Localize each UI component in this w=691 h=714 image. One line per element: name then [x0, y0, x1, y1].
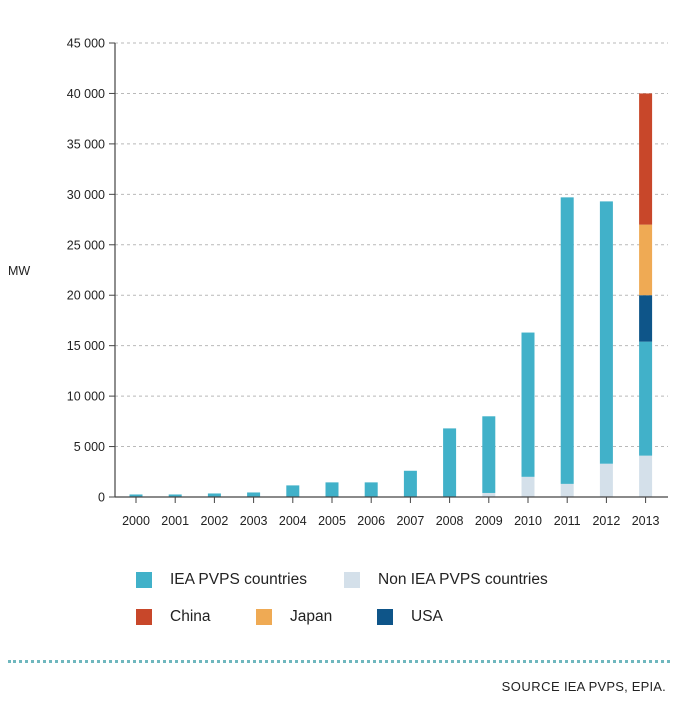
bar-usa-2013 [639, 295, 653, 342]
y-tick-label: 15 000 [67, 339, 105, 353]
legend-label-iea-pvps: IEA PVPS countries [170, 571, 307, 588]
y-tick-label: 0 [98, 491, 105, 505]
source-key: SOURCE [501, 679, 561, 694]
x-tick-label: 2001 [161, 514, 189, 528]
x-tick-label: 2006 [357, 514, 385, 528]
y-tick-label: 40 000 [67, 87, 105, 101]
y-tick-label: 20 000 [67, 289, 105, 303]
source-note: SOURCE IEA PVPS, EPIA. [502, 679, 666, 694]
legend-swatch-non-iea-pvps [344, 572, 360, 588]
bar-non-iea-2011 [560, 483, 574, 497]
bar-non-iea-2009 [482, 492, 496, 497]
x-tick-label: 2003 [240, 514, 268, 528]
bar-iea-2008 [443, 428, 457, 497]
bar-iea-2007 [403, 470, 417, 497]
source-text: IEA PVPS, EPIA. [564, 679, 666, 694]
legend-item-non-iea-pvps: Non IEA PVPS countries [344, 571, 548, 589]
x-tick-label: 2012 [592, 514, 620, 528]
bar-iea-2011 [560, 197, 574, 484]
legend-item-usa: USA [377, 608, 443, 626]
bar-iea-2001 [168, 494, 182, 497]
y-tick-label: 30 000 [67, 188, 105, 202]
x-tick-label: 2004 [279, 514, 307, 528]
bar-iea-2009 [482, 416, 496, 493]
bar-iea-2003 [247, 492, 261, 497]
legend-label-non-iea-pvps: Non IEA PVPS countries [378, 571, 548, 588]
legend-item-china: China [136, 608, 211, 626]
bar-iea-2000 [129, 494, 143, 497]
bar-non-iea-2013 [639, 455, 653, 497]
legend-label-japan: Japan [290, 608, 333, 625]
x-tick-label: 2010 [514, 514, 542, 528]
stacked-bar-chart: 0 5 000 10 000 15 000 20 000 25 000 30 000 35 0… [8, 37, 668, 528]
x-tick-label: 2009 [475, 514, 503, 528]
legend-swatch-iea-pvps [136, 572, 152, 588]
legend-item-japan: Japan [256, 608, 332, 626]
y-tick-label: 5 000 [74, 440, 105, 454]
bar-iea-2002 [207, 493, 221, 497]
legend-item-iea-pvps: IEA PVPS countries [136, 571, 307, 589]
x-tick-label: 2005 [318, 514, 346, 528]
y-tick-label: 10 000 [67, 390, 105, 404]
x-tick-label: 2011 [554, 514, 581, 528]
legend-label-usa: USA [411, 608, 443, 625]
bar-iea-2010 [521, 332, 535, 477]
x-tick-label: 2013 [632, 514, 660, 528]
bar-non-iea-2010 [521, 476, 535, 497]
bar-iea-2006 [364, 482, 378, 497]
bars [129, 93, 653, 497]
bar-iea-2013 [639, 341, 653, 456]
bar-non-iea-2012 [599, 463, 613, 497]
legend-swatch-japan [256, 609, 272, 625]
dotted-divider [8, 660, 670, 663]
y-axis-unit-label: MW [8, 264, 30, 278]
x-tick-label: 2008 [436, 514, 464, 528]
x-tick-label: 2000 [122, 514, 150, 528]
bar-iea-2004 [286, 485, 300, 497]
y-tick-label: 35 000 [67, 137, 105, 151]
legend-swatch-china [136, 609, 152, 625]
gridlines [115, 42, 668, 448]
y-tick-label: 45 000 [67, 37, 105, 51]
bar-iea-2012 [599, 201, 613, 464]
legend-label-china: China [170, 608, 211, 625]
legend-swatch-usa [377, 609, 393, 625]
bar-iea-2005 [325, 482, 339, 497]
x-tick-label: 2007 [396, 514, 424, 528]
axes: 0 5 000 10 000 15 000 20 000 25 000 30 000 35 0… [67, 37, 668, 528]
y-tick-label: 25 000 [67, 238, 105, 252]
bar-japan-2013 [639, 224, 653, 296]
bar-china-2013 [639, 93, 653, 225]
x-tick-label: 2002 [200, 514, 228, 528]
